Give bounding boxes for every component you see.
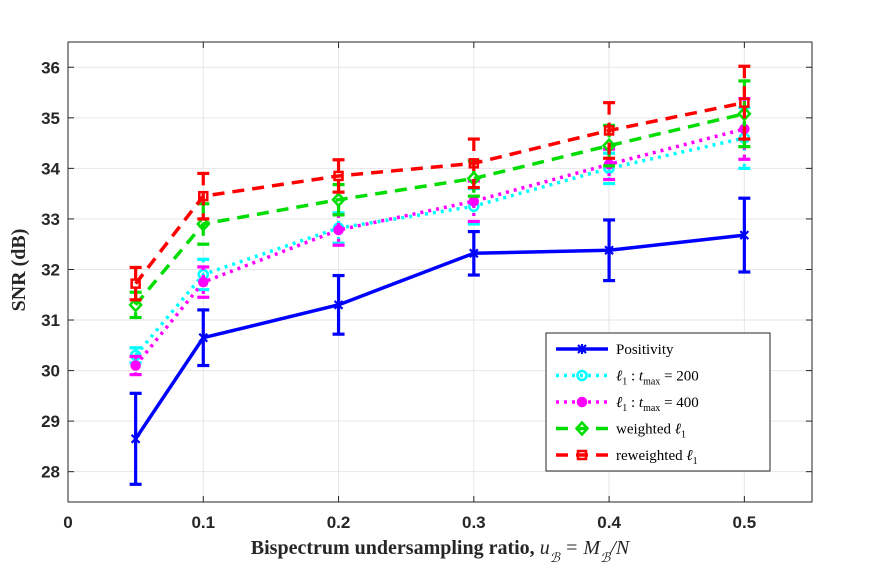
y-tick-label: 30 <box>41 362 60 381</box>
y-tick-label: 35 <box>41 109 60 128</box>
y-axis-label: SNR (dB) <box>8 229 30 312</box>
data-point <box>130 433 141 444</box>
legend-label: weighted ℓ1 <box>616 422 686 441</box>
series-line <box>134 100 745 285</box>
data-point <box>130 360 141 371</box>
legend-item: reweighted ℓ1 <box>556 448 698 467</box>
legend-label-part: t <box>639 369 644 385</box>
tick-labels: 28 29 30 31 32 33 34 35 36 0 0.1 0.2 0.3 0.4 0.5 <box>41 58 756 532</box>
legend-label-part: 1 <box>622 377 627 388</box>
data-point <box>198 190 209 202</box>
legend-label-part: 1 <box>681 430 686 441</box>
data-point <box>469 248 479 259</box>
y-tick-label: 34 <box>41 159 60 178</box>
data-point <box>331 191 346 208</box>
legend-label-part: 1 <box>622 403 627 414</box>
y-tick-label: 29 <box>41 412 60 431</box>
legend-marker <box>576 449 588 461</box>
legend-label-part: ℓ <box>616 395 622 411</box>
x-tick-label: 0.3 <box>462 513 486 532</box>
x-tick-label: 0.1 <box>191 513 215 532</box>
series-line <box>134 127 745 367</box>
x-tick-label: 0.2 <box>327 513 351 532</box>
x-axis-label-math: uℬ = Mℬ/N <box>540 537 631 565</box>
legend-label-part: max <box>643 377 660 388</box>
error-bar <box>197 171 210 221</box>
y-tick-label: 32 <box>41 260 60 279</box>
legend-item: Positivity <box>556 342 674 358</box>
data-point <box>333 224 344 236</box>
data-point <box>737 105 752 122</box>
legend-label-part: max <box>643 403 660 414</box>
error-bar <box>603 101 616 160</box>
data-point <box>128 297 143 313</box>
legend-label-part: ℓ <box>686 448 692 464</box>
x-axis-label: Bispectrum undersampling ratio, uℬ = Mℬ/… <box>251 537 631 565</box>
legend-item: ℓ1 : tmax = 200 <box>556 369 699 388</box>
series-0 <box>129 196 751 486</box>
legend-label: ℓ1 : tmax = 200 <box>616 369 699 388</box>
legend-label: reweighted ℓ1 <box>616 448 698 467</box>
x-axis-label-text: Bispectrum undersampling ratio, <box>251 537 535 559</box>
axis-ticks <box>67 42 812 502</box>
legend-marker <box>576 396 588 408</box>
legend-item: weighted ℓ1 <box>556 420 686 441</box>
data-point <box>130 278 141 289</box>
error-bar <box>197 265 210 299</box>
data-point <box>468 195 480 207</box>
data-point <box>198 276 209 288</box>
error-bar <box>332 158 345 194</box>
legend-label-part: t <box>639 395 644 411</box>
y-tick-label: 33 <box>41 210 60 229</box>
legend-label-part: reweighted <box>616 448 686 464</box>
legend-item: ℓ1 : tmax = 400 <box>556 395 699 414</box>
legend-label-part: : <box>627 369 639 385</box>
legend-label: ℓ1 : tmax = 400 <box>616 395 699 414</box>
legend-label-part: ℓ <box>675 422 681 438</box>
legend-marker <box>576 369 588 382</box>
data-point <box>739 97 750 108</box>
data-point <box>333 299 344 310</box>
legend-marker <box>577 344 587 354</box>
series-line <box>134 112 745 306</box>
error-bar <box>467 137 480 190</box>
legend-label-part: ℓ <box>616 369 622 385</box>
x-tick-label: 0 <box>63 513 72 532</box>
legend-label-part: : <box>627 395 639 411</box>
legend-label: Positivity <box>616 342 674 358</box>
data-point <box>603 125 615 136</box>
legend-marker <box>574 420 590 437</box>
data-point <box>198 332 209 343</box>
data-point <box>196 216 211 232</box>
x-tick-label: 0.5 <box>733 513 757 532</box>
x-tick-label: 0.4 <box>597 513 621 532</box>
data-point <box>333 170 344 182</box>
series-line <box>134 233 745 440</box>
y-tick-label: 31 <box>41 311 60 330</box>
y-tick-label: 28 <box>41 463 60 482</box>
plot-frame <box>67 41 813 503</box>
legend-label-part: 1 <box>693 456 698 467</box>
data-point <box>739 230 750 241</box>
error-bar <box>129 265 142 302</box>
legend-label-part: = 400 <box>660 395 698 411</box>
y-tick-label: 36 <box>41 58 60 77</box>
series-4 <box>129 64 751 302</box>
legend-label-part: = 200 <box>660 369 698 385</box>
legend-label-part: weighted <box>616 422 675 438</box>
data-point <box>468 158 480 169</box>
data-point <box>604 245 614 256</box>
error-bar <box>738 64 751 141</box>
series-layer <box>128 64 752 486</box>
